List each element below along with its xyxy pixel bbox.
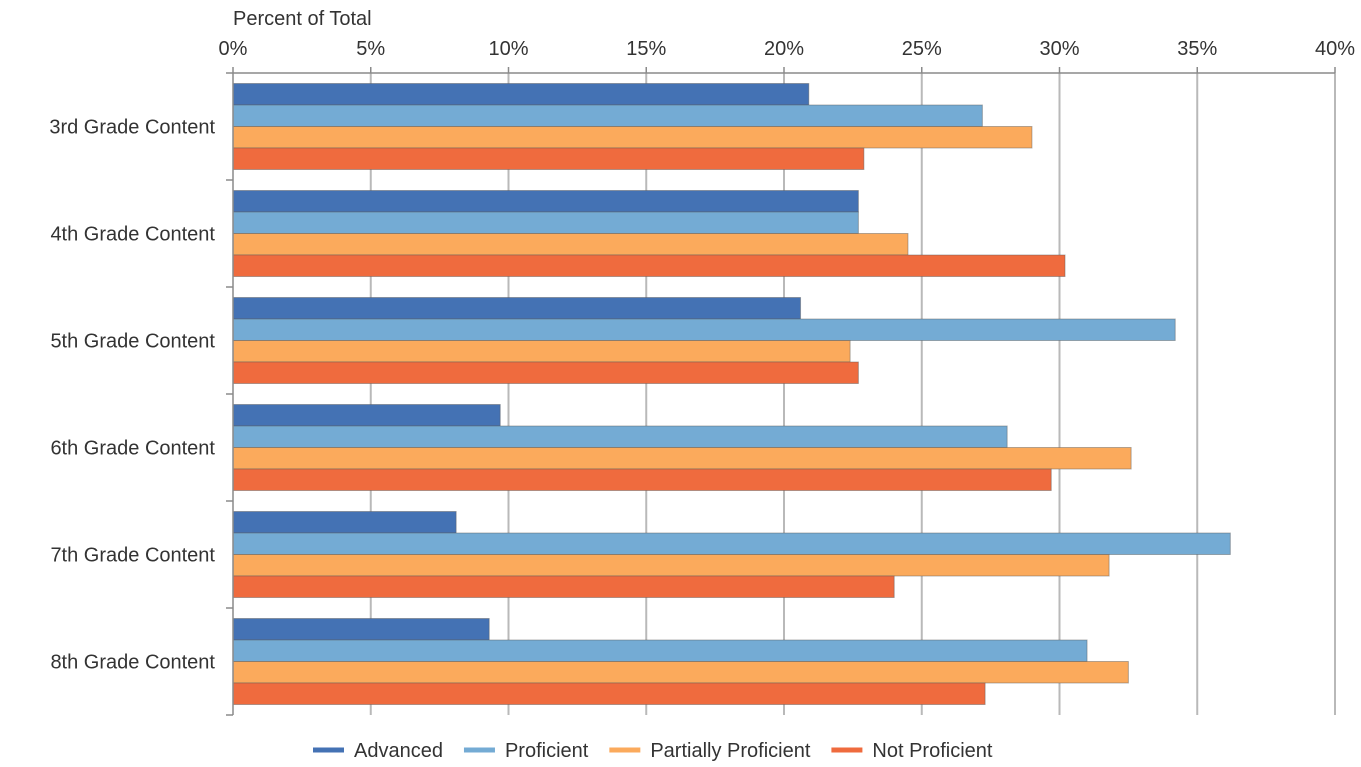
x-axis-title: Percent of Total bbox=[233, 8, 372, 30]
legend-label: Not Proficient bbox=[872, 740, 992, 762]
bar-proficient bbox=[232, 639, 1088, 662]
legend: Advanced Proficient Partially Proficient No… bbox=[313, 740, 993, 762]
bar-not-proficient bbox=[232, 361, 859, 384]
bar-not-proficient bbox=[232, 682, 986, 705]
y-category-label: 8th Grade Content bbox=[50, 652, 215, 674]
bars bbox=[232, 83, 1231, 705]
x-tick-label: 10% bbox=[488, 38, 528, 60]
x-tick-label: 20% bbox=[764, 38, 804, 60]
bar-partially-proficient bbox=[232, 554, 1110, 577]
y-category-label: 5th Grade Content bbox=[50, 331, 215, 353]
bar-partially-proficient bbox=[232, 447, 1132, 470]
y-category-label: 4th Grade Content bbox=[50, 224, 215, 246]
bar-not-proficient bbox=[232, 575, 895, 598]
bar-advanced bbox=[232, 83, 810, 106]
legend-label: Partially Proficient bbox=[650, 740, 811, 762]
bar-partially-proficient bbox=[232, 661, 1129, 684]
legend-label: Proficient bbox=[505, 740, 589, 762]
bar-not-proficient bbox=[232, 147, 865, 170]
y-category-label: 3rd Grade Content bbox=[49, 117, 215, 139]
bar-advanced bbox=[232, 190, 859, 213]
x-tick-label: 30% bbox=[1039, 38, 1079, 60]
bar-proficient bbox=[232, 532, 1231, 555]
bar-proficient bbox=[232, 318, 1176, 341]
x-tick-label: 25% bbox=[902, 38, 942, 60]
gridlines bbox=[369, 73, 1336, 715]
legend-label: Advanced bbox=[354, 740, 443, 762]
y-category-label: 7th Grade Content bbox=[50, 545, 215, 567]
axes: 0% 5% 10% 15% 20% 25% 30% 35% 40% 3rd Grade Conte… bbox=[49, 38, 1355, 716]
bar-advanced bbox=[232, 297, 802, 320]
bar-partially-proficient bbox=[232, 233, 909, 256]
x-tick-label: 35% bbox=[1177, 38, 1217, 60]
x-tick-label: 40% bbox=[1315, 38, 1355, 60]
y-category-label: 6th Grade Content bbox=[50, 438, 215, 460]
bar-proficient bbox=[232, 211, 859, 234]
bar-advanced bbox=[232, 511, 457, 534]
bar-partially-proficient bbox=[232, 126, 1033, 149]
x-tick-label: 5% bbox=[356, 38, 385, 60]
x-tick-label: 0% bbox=[219, 38, 248, 60]
bar-proficient bbox=[232, 425, 1008, 448]
bar-partially-proficient bbox=[232, 340, 851, 363]
x-tick-label: 15% bbox=[626, 38, 666, 60]
bar-proficient bbox=[232, 104, 983, 127]
bar-advanced bbox=[232, 404, 501, 427]
bar-not-proficient bbox=[232, 254, 1066, 277]
bar-not-proficient bbox=[232, 468, 1052, 491]
bar-advanced bbox=[232, 618, 490, 641]
